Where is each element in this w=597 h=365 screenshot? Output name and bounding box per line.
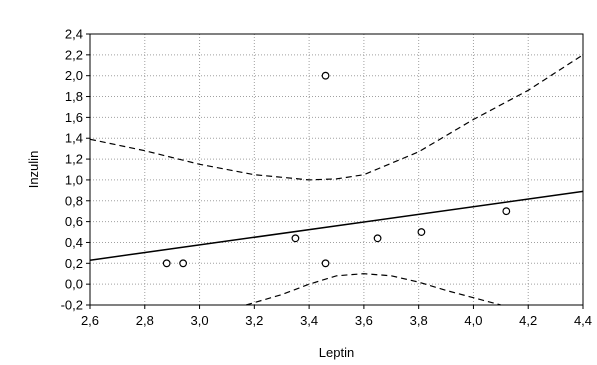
- x-tick-label: 3,4: [300, 313, 318, 328]
- data-point: [321, 259, 330, 268]
- regression-line: [89, 190, 584, 261]
- chart-series: [89, 54, 584, 306]
- y-tick-label: 0,4: [65, 235, 83, 250]
- data-point: [417, 228, 426, 236]
- y-tick-label: 2,0: [65, 68, 83, 83]
- x-tick-label: 3,2: [245, 313, 263, 328]
- x-tick-label: 4,2: [519, 313, 537, 328]
- y-tick-label: 1,2: [65, 152, 83, 167]
- x-tick-label: 4,4: [574, 313, 592, 328]
- y-tick-label: 0,0: [65, 277, 83, 292]
- y-tick-label: 2,2: [65, 47, 83, 62]
- confidence-band-lower: [245, 273, 501, 306]
- y-tick-label: -0,2: [61, 298, 83, 313]
- data-point: [179, 259, 188, 268]
- tick-labels: 2,6 2,8 3,0 3,2 3,4 3,6 3,8 4,0 4,2 4,4 -0,2 0,0 0,2…: [61, 27, 592, 329]
- grid-lines: [90, 34, 583, 305]
- confidence-band-upper: [89, 54, 584, 181]
- y-tick-label: 0,6: [65, 214, 83, 229]
- data-point: [291, 234, 300, 243]
- x-tick-label: 2,6: [81, 313, 99, 328]
- x-tick-label: 3,6: [355, 313, 373, 328]
- data-point: [321, 71, 330, 80]
- y-tick-label: 1,8: [65, 89, 83, 104]
- y-tick-label: 0,2: [65, 256, 83, 271]
- y-tick-label: 2,4: [65, 27, 83, 42]
- tick-marks: [86, 33, 584, 309]
- data-point: [373, 234, 382, 243]
- x-axis-label: Leptin: [319, 345, 354, 360]
- data-point: [502, 207, 511, 216]
- x-tick-label: 4,0: [464, 313, 482, 328]
- y-tick-label: 0,8: [65, 193, 83, 208]
- data-point: [162, 259, 171, 268]
- y-tick-label: 1,0: [65, 172, 83, 187]
- plot-frame: [89, 33, 584, 306]
- x-tick-label: 2,8: [136, 313, 154, 328]
- y-tick-label: 1,4: [65, 131, 83, 146]
- x-tick-label: 3,8: [410, 313, 428, 328]
- y-axis-label: Inzulin: [26, 151, 41, 189]
- x-tick-label: 3,0: [191, 313, 209, 328]
- y-tick-label: 1,6: [65, 110, 83, 125]
